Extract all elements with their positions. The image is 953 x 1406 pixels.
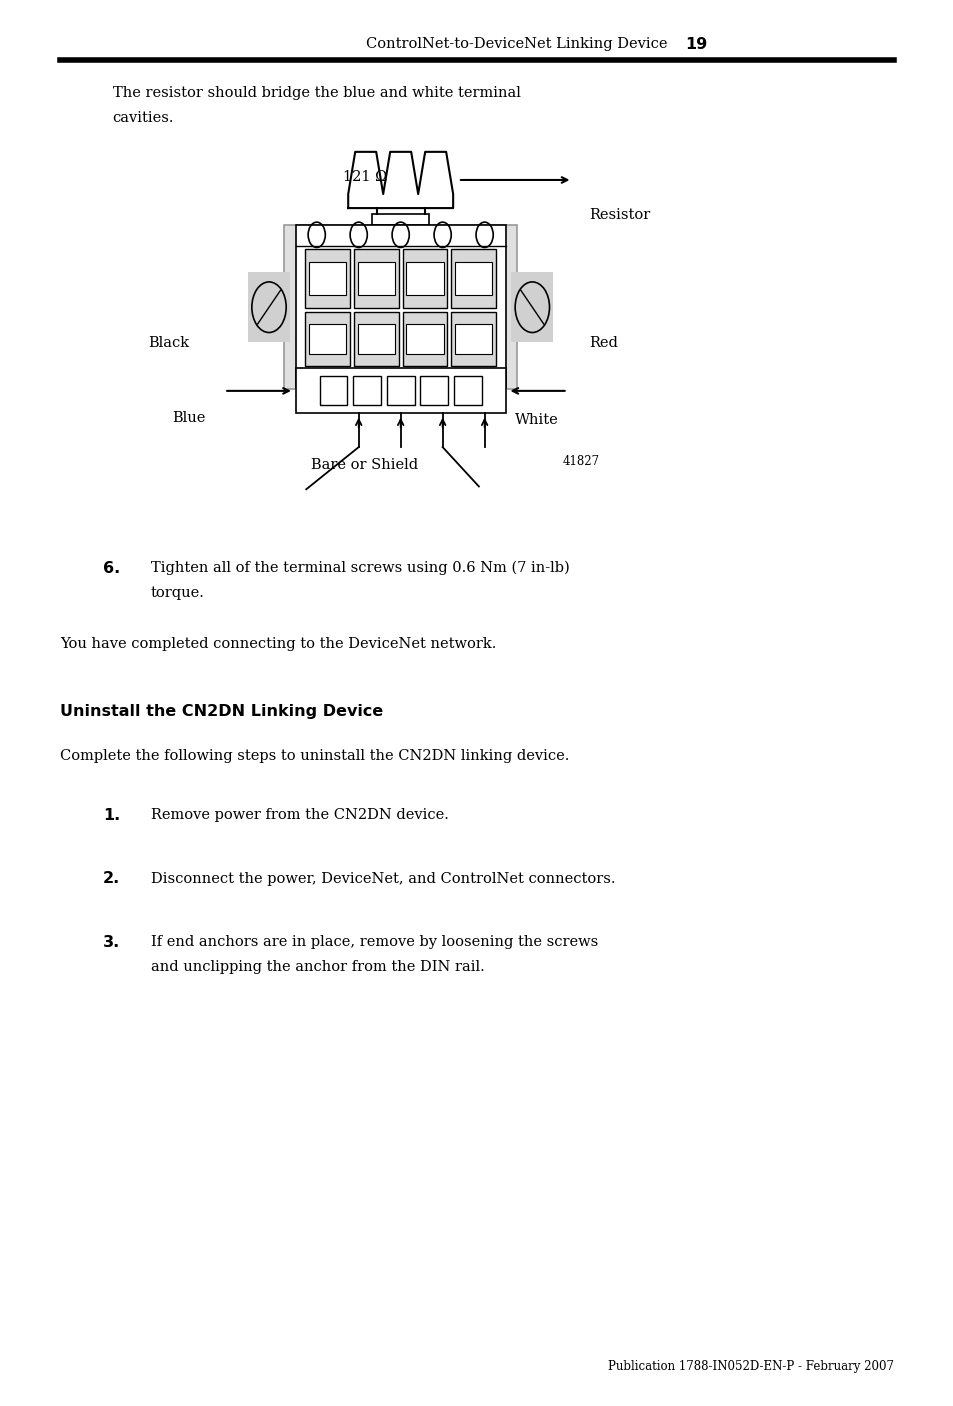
Bar <box>295 368 505 413</box>
Bar <box>305 312 350 366</box>
Text: 2.: 2. <box>103 872 120 886</box>
Bar <box>402 249 447 308</box>
Bar <box>451 249 496 308</box>
Bar <box>357 325 395 353</box>
Text: 121 Ω: 121 Ω <box>343 170 387 184</box>
Text: The resistor should bridge the blue and white terminal: The resistor should bridge the blue and … <box>112 86 520 100</box>
Bar <box>406 262 443 295</box>
Text: 41827: 41827 <box>562 454 599 468</box>
Bar <box>357 262 395 295</box>
Text: and unclipping the anchor from the DIN rail.: and unclipping the anchor from the DIN r… <box>151 960 484 974</box>
Text: White: White <box>515 413 558 427</box>
Text: Resistor: Resistor <box>589 208 650 222</box>
Bar <box>309 325 346 353</box>
Bar <box>353 377 380 405</box>
Text: 6.: 6. <box>103 561 120 575</box>
Bar <box>284 225 517 389</box>
Bar <box>295 225 505 387</box>
Text: Disconnect the power, DeviceNet, and ControlNet connectors.: Disconnect the power, DeviceNet, and Con… <box>151 872 615 886</box>
Bar <box>354 249 398 308</box>
Text: ControlNet-to-DeviceNet Linking Device: ControlNet-to-DeviceNet Linking Device <box>366 38 667 51</box>
Text: Tighten all of the terminal screws using 0.6 Nm (7 in-lb): Tighten all of the terminal screws using… <box>151 561 569 575</box>
Bar <box>455 325 492 353</box>
Bar <box>305 249 350 308</box>
Text: Complete the following steps to uninstall the CN2DN linking device.: Complete the following steps to uninstal… <box>60 749 569 763</box>
Bar <box>420 377 448 405</box>
Text: If end anchors are in place, remove by loosening the screws: If end anchors are in place, remove by l… <box>151 935 598 949</box>
Text: Publication 1788-IN052D-EN-P - February 2007: Publication 1788-IN052D-EN-P - February … <box>607 1360 893 1374</box>
Text: Black: Black <box>148 336 189 350</box>
Bar <box>454 377 481 405</box>
Text: Blue: Blue <box>172 411 205 425</box>
Text: cavities.: cavities. <box>112 111 173 125</box>
Text: Remove power from the CN2DN device.: Remove power from the CN2DN device. <box>151 808 448 823</box>
Bar <box>511 273 553 343</box>
Text: Red: Red <box>589 336 618 350</box>
Bar <box>248 273 290 343</box>
Bar <box>354 312 398 366</box>
Text: You have completed connecting to the DeviceNet network.: You have completed connecting to the Dev… <box>60 637 496 651</box>
Bar <box>309 262 346 295</box>
Bar <box>406 325 443 353</box>
Text: torque.: torque. <box>151 586 204 600</box>
Bar <box>402 312 447 366</box>
Bar <box>455 262 492 295</box>
Text: Uninstall the CN2DN Linking Device: Uninstall the CN2DN Linking Device <box>60 704 383 718</box>
Text: 19: 19 <box>684 37 706 52</box>
Bar <box>372 214 429 225</box>
Text: 1.: 1. <box>103 808 120 823</box>
Bar <box>451 312 496 366</box>
Bar <box>319 377 347 405</box>
Text: Bare or Shield: Bare or Shield <box>311 458 417 472</box>
Bar <box>386 377 415 405</box>
Text: 3.: 3. <box>103 935 120 949</box>
